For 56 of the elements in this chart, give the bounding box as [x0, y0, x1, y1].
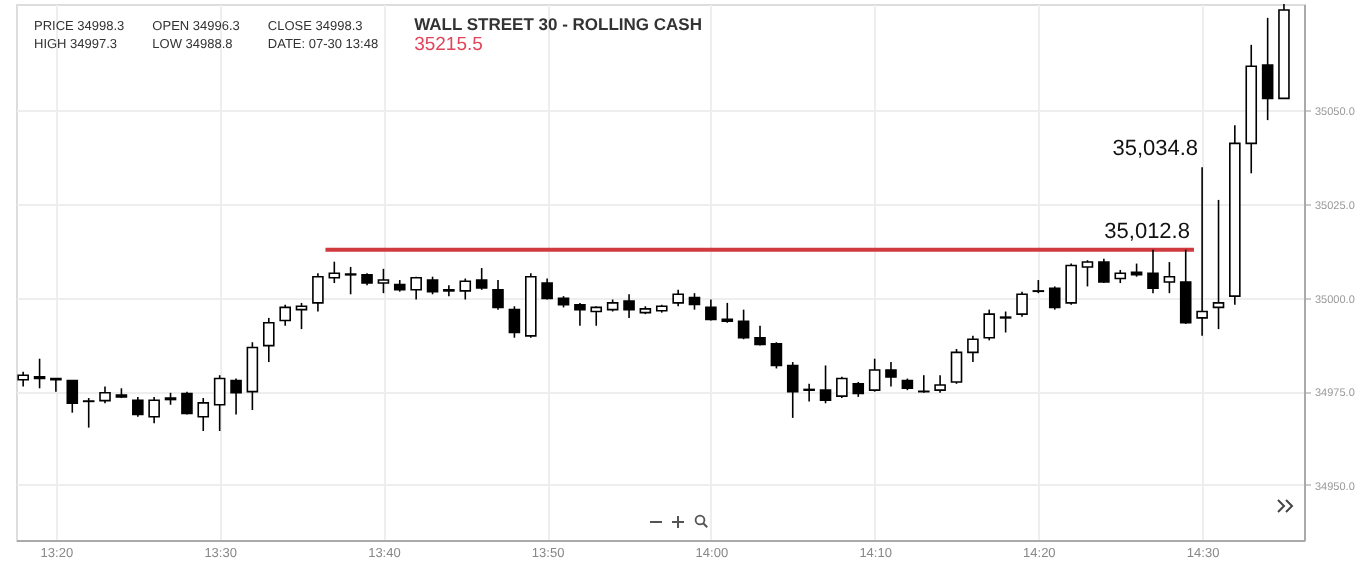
candlestick [492, 279, 504, 311]
candlestick [262, 317, 275, 363]
candlestick [197, 397, 210, 432]
candlestick [295, 302, 308, 330]
candlestick [1179, 248, 1192, 325]
candlestick [868, 357, 881, 393]
annotation: 35,034.8 [1112, 137, 1199, 162]
candlestick [999, 310, 1012, 334]
candlestick [1098, 257, 1110, 284]
candlestick [377, 268, 390, 294]
text: 35215.5 [414, 34, 485, 56]
candlestick [82, 397, 95, 429]
candlestick [1212, 199, 1225, 330]
candlestick [312, 272, 324, 313]
candlestick [1016, 290, 1028, 318]
candlestick [1065, 262, 1077, 306]
candlestick [917, 374, 930, 394]
candlestick [475, 267, 488, 291]
candlestick [737, 308, 750, 341]
text: WALL STREET 30 - ROLLING CASH [414, 14, 702, 34]
candlestick [705, 298, 717, 322]
candlestick [230, 377, 242, 416]
candlestick [950, 348, 963, 385]
candlestick [132, 396, 144, 418]
candlestick [459, 277, 472, 301]
candlestick [590, 305, 603, 327]
candlestick [819, 364, 832, 405]
candlestick [803, 383, 815, 403]
candlestick [1081, 259, 1094, 288]
candlestick [770, 341, 783, 370]
candlestick [246, 341, 259, 411]
candlestick [983, 308, 996, 342]
candlestick [344, 266, 357, 296]
candlestick [754, 324, 766, 347]
candlestick [623, 293, 635, 319]
candlestick [885, 361, 897, 388]
candlestick [181, 390, 193, 416]
candlestick [443, 284, 455, 297]
candlestick [328, 260, 341, 284]
candlestick [574, 302, 586, 327]
candlestick [508, 305, 521, 339]
candlestick [836, 375, 848, 399]
candlestick [541, 277, 553, 301]
candlestick [1261, 17, 1274, 121]
candlestick [1163, 261, 1176, 294]
candlestick [967, 335, 979, 363]
candlestick [148, 396, 160, 424]
candlestick [721, 302, 734, 324]
candlestick [279, 303, 291, 327]
candlestick [1196, 166, 1208, 337]
annotation: 35,012.8 [1104, 219, 1190, 244]
candlestick [786, 361, 799, 419]
candlestick [213, 374, 226, 432]
candlestick [1048, 285, 1061, 311]
candlestick [66, 379, 79, 414]
candlestick [1147, 248, 1159, 294]
